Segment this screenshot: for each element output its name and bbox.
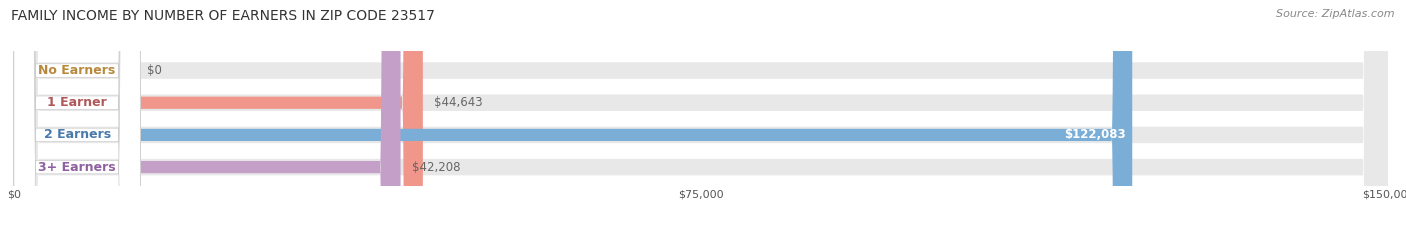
Text: $0: $0	[148, 64, 162, 77]
FancyBboxPatch shape	[14, 0, 423, 233]
Text: $44,643: $44,643	[434, 96, 482, 109]
Text: FAMILY INCOME BY NUMBER OF EARNERS IN ZIP CODE 23517: FAMILY INCOME BY NUMBER OF EARNERS IN ZI…	[11, 9, 434, 23]
FancyBboxPatch shape	[14, 0, 401, 233]
Text: Source: ZipAtlas.com: Source: ZipAtlas.com	[1277, 9, 1395, 19]
Text: $42,208: $42,208	[412, 161, 460, 174]
Text: 2 Earners: 2 Earners	[44, 128, 111, 141]
FancyBboxPatch shape	[14, 0, 1388, 233]
FancyBboxPatch shape	[14, 0, 1388, 233]
FancyBboxPatch shape	[14, 0, 141, 233]
FancyBboxPatch shape	[14, 0, 1388, 233]
Text: No Earners: No Earners	[38, 64, 115, 77]
Text: 1 Earner: 1 Earner	[48, 96, 107, 109]
FancyBboxPatch shape	[14, 0, 141, 233]
FancyBboxPatch shape	[14, 0, 1388, 233]
FancyBboxPatch shape	[14, 0, 141, 233]
FancyBboxPatch shape	[14, 0, 1132, 233]
Text: $122,083: $122,083	[1064, 128, 1125, 141]
FancyBboxPatch shape	[14, 0, 141, 233]
Text: 3+ Earners: 3+ Earners	[38, 161, 115, 174]
